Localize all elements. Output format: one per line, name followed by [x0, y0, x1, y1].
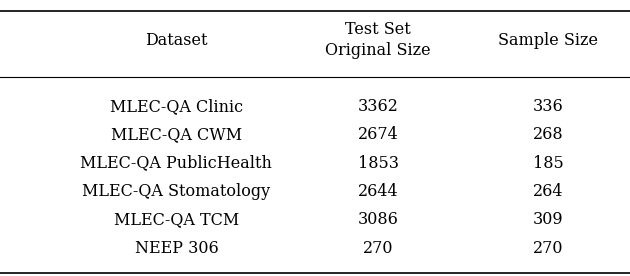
Text: 3086: 3086 [358, 211, 398, 229]
Text: 2644: 2644 [358, 183, 398, 200]
Text: 185: 185 [533, 155, 563, 172]
Text: 270: 270 [533, 240, 563, 257]
Text: MLEC-QA CWM: MLEC-QA CWM [111, 126, 242, 143]
Text: MLEC-QA Clinic: MLEC-QA Clinic [110, 98, 243, 115]
Text: MLEC-QA Stomatology: MLEC-QA Stomatology [83, 183, 270, 200]
Text: 2674: 2674 [358, 126, 398, 143]
Text: NEEP 306: NEEP 306 [135, 240, 218, 257]
Text: Sample Size: Sample Size [498, 31, 598, 49]
Text: 1853: 1853 [357, 155, 399, 172]
Text: 309: 309 [533, 211, 563, 229]
Text: 336: 336 [533, 98, 563, 115]
Text: Test Set
Original Size: Test Set Original Size [325, 21, 431, 59]
Text: 264: 264 [533, 183, 563, 200]
Text: 3362: 3362 [358, 98, 398, 115]
Text: MLEC-QA PublicHealth: MLEC-QA PublicHealth [81, 155, 272, 172]
Text: 270: 270 [363, 240, 393, 257]
Text: Dataset: Dataset [145, 31, 208, 49]
Text: MLEC-QA TCM: MLEC-QA TCM [114, 211, 239, 229]
Text: 268: 268 [533, 126, 563, 143]
